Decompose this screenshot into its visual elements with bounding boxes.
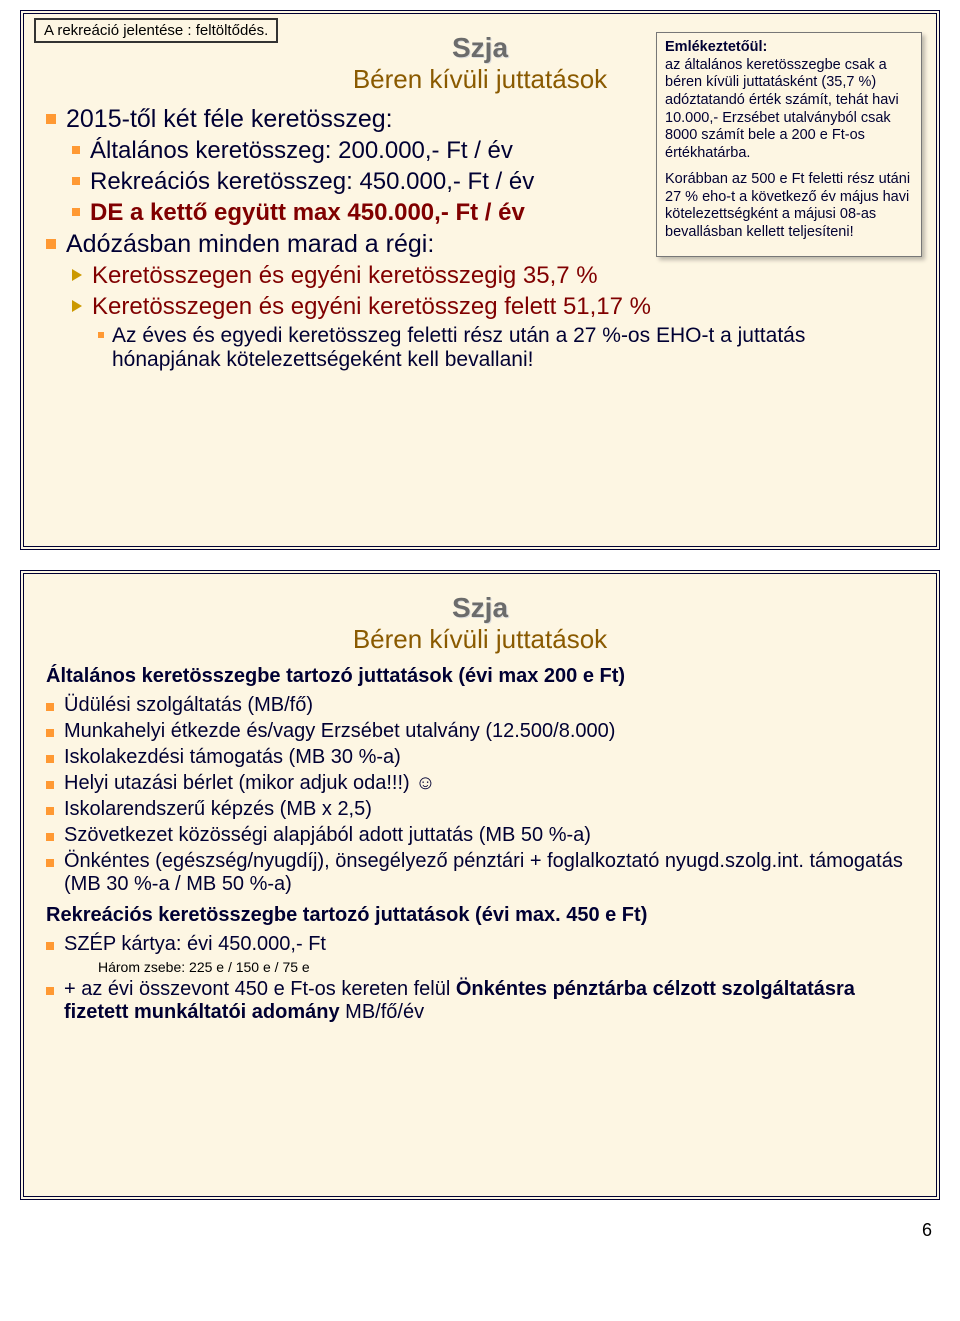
heading-general-200: Általános keretösszegbe tartozó juttatás… <box>46 665 914 688</box>
callout-title: Emlékeztetőül: <box>665 39 767 55</box>
item-berlet: Helyi utazási bérlet (mikor adjuk oda!!!… <box>64 772 436 795</box>
bullet-icon <box>46 114 56 124</box>
bullet-icon <box>98 332 104 338</box>
line-max: DE a kettő együtt max 450.000,- Ft / év <box>90 199 525 227</box>
bullet-icon <box>46 703 54 711</box>
item-etkezde: Munkahelyi étkezde és/vagy Erzsébet utal… <box>64 720 615 743</box>
callout-p1: az általános keretösszegbe csak a béren … <box>665 57 899 161</box>
item-onkentes: Önkéntes (egészség/nyugdíj), önsegélyező… <box>64 850 914 896</box>
chevron-icon <box>72 269 82 281</box>
bullet-icon <box>46 239 56 249</box>
item-udulesi: Üdülési szolgáltatás (MB/fő) <box>64 694 313 717</box>
slide2-subtitle: Béren kívüli juttatások <box>46 624 914 655</box>
bullet-icon <box>46 942 54 950</box>
slide-1: A rekreáció jelentése : feltöltődés. Szj… <box>20 10 940 550</box>
reminder-callout: Emlékeztetőül: az általános keretösszegb… <box>656 32 922 257</box>
item-szep-sub: Három zsebe: 225 e / 150 e / 75 e <box>98 959 310 975</box>
line-2015: 2015-től két féle keretösszeg: <box>66 105 393 134</box>
page-number: 6 <box>0 1220 932 1241</box>
callout-p2: Korábban az 500 e Ft feletti rész utáni … <box>665 171 913 242</box>
item-szep: SZÉP kártya: évi 450.000,- Ft <box>64 933 326 956</box>
bullet-icon <box>46 755 54 763</box>
szja-label-2: Szja <box>46 592 914 624</box>
bullet-icon <box>46 807 54 815</box>
bullet-icon <box>46 987 54 995</box>
chevron-icon <box>72 300 82 312</box>
bullet-icon <box>46 729 54 737</box>
item-onkentes-penztar: + az évi összevont 450 e Ft-os kereten f… <box>64 978 914 1024</box>
slide1-content: 2015-től két féle keretösszeg: Általános… <box>46 105 666 227</box>
bullet-icon <box>72 146 80 154</box>
line-tax-same: Adózásban minden marad a régi: <box>66 230 434 259</box>
line-general: Általános keretösszeg: 200.000,- Ft / év <box>90 137 513 165</box>
heading-recreation-450: Rekreációs keretösszegbe tartozó juttatá… <box>46 904 914 927</box>
line-5117: Keretösszegen és egyéni keretösszeg fele… <box>92 293 651 321</box>
recreation-tag: A rekreáció jelentése : feltöltődés. <box>34 18 278 43</box>
bullet-icon <box>46 859 54 867</box>
slide-2: Szja Béren kívüli juttatások Általános k… <box>20 570 940 1200</box>
bullet-icon <box>46 781 54 789</box>
bullet-icon <box>72 208 80 216</box>
line-recreation: Rekreációs keretösszeg: 450.000,- Ft / é… <box>90 168 534 196</box>
bullet-icon <box>72 177 80 185</box>
item-szovetkezet: Szövetkezet közösségi alapjából adott ju… <box>64 824 591 847</box>
item-kepzes: Iskolarendszerű képzés (MB x 2,5) <box>64 798 372 821</box>
item-iskolakezdesi: Iskolakezdési támogatás (MB 30 %-a) <box>64 746 401 769</box>
line-357: Keretösszegen és egyéni keretösszegig 35… <box>92 262 598 290</box>
bullet-icon <box>46 833 54 841</box>
line-eho: Az éves és egyedi keretösszeg feletti ré… <box>112 324 914 372</box>
